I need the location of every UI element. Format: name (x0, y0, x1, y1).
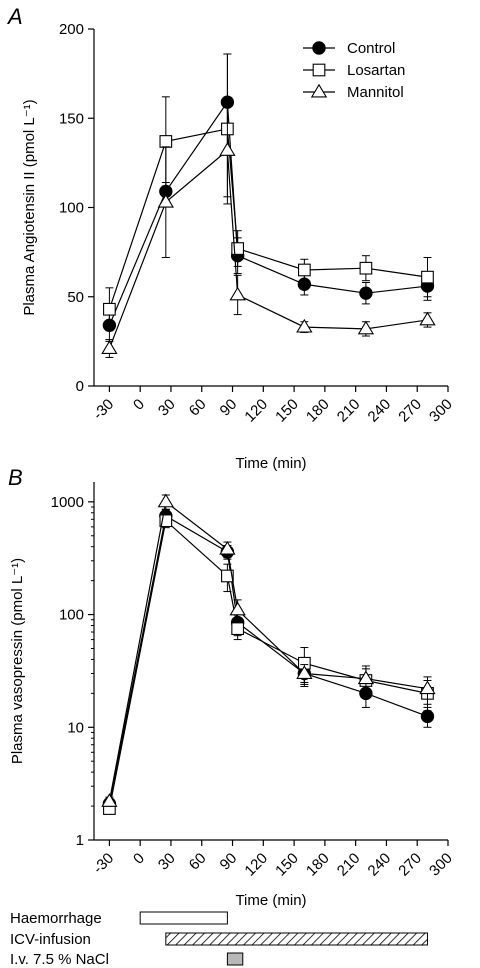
x-tick-label: 180 (303, 396, 333, 426)
y-tick-label: 10 (67, 719, 84, 736)
legend-label: Losartan (347, 62, 405, 79)
y-tick-label: 100 (59, 200, 84, 217)
x-tick-label: 120 (241, 396, 271, 426)
x-tick-label: 240 (365, 850, 395, 880)
x-axis-title: Time (min) (235, 892, 306, 909)
x-tick-label: 60 (186, 396, 210, 420)
x-tick-label: 210 (334, 850, 364, 880)
x-tick-label: 240 (365, 396, 395, 426)
x-tick-label: 90 (217, 396, 241, 420)
x-tick-label: 120 (241, 850, 271, 880)
data-point (357, 670, 375, 685)
y-tick-label: 1000 (51, 494, 84, 511)
data-point (296, 318, 313, 333)
protocol-bar (226, 952, 244, 966)
x-tick-label: 60 (186, 850, 210, 874)
data-point (103, 302, 116, 316)
data-point (357, 320, 375, 335)
legend-marker (312, 41, 326, 55)
x-tick-label: 300 (426, 850, 456, 880)
data-point (359, 261, 373, 275)
panel-letter: A (6, 4, 23, 29)
series-line (108, 519, 428, 809)
data-point (101, 793, 118, 807)
data-point (229, 601, 246, 616)
data-point (419, 311, 436, 326)
y-tick-label: 100 (59, 607, 84, 624)
x-tick-label: 180 (303, 850, 333, 880)
legend-marker (312, 63, 326, 77)
protocol-bar (139, 911, 228, 925)
protocol-bar (165, 932, 428, 946)
series-line (108, 100, 428, 326)
data-point (420, 709, 435, 724)
data-point (231, 622, 245, 635)
data-point (421, 270, 434, 284)
y-tick-label: 1 (76, 832, 84, 849)
y-tick-label: 0 (76, 378, 84, 395)
data-point (229, 286, 246, 301)
x-tick-label: 270 (395, 396, 425, 426)
legend-label: Mannitol (347, 84, 404, 101)
legend: Control Losartan Mannitol (303, 40, 405, 101)
series-line (108, 149, 428, 349)
legend-label: Control (347, 40, 395, 57)
x-tick-label: -30 (90, 396, 117, 423)
protocol-timeline: Haemorrhage ICV-infusion I.v. 7.5 % NaCl (10, 910, 428, 968)
data-point (219, 540, 236, 555)
protocol-label: ICV-infusion (10, 931, 91, 948)
data-point (157, 493, 174, 508)
series-line (108, 128, 428, 310)
data-point (157, 193, 174, 208)
x-tick-label: 30 (155, 396, 179, 420)
y-tick-label: 150 (59, 110, 84, 127)
x-tick-label: 210 (334, 396, 364, 426)
protocol-label: I.v. 7.5 % NaCl (10, 951, 109, 968)
protocol-label: Haemorrhage (10, 910, 102, 927)
series-line (108, 500, 428, 802)
x-tick-label: 90 (217, 850, 241, 874)
series-control (102, 508, 435, 811)
x-tick-label: 30 (155, 850, 179, 874)
series-line (108, 514, 428, 804)
y-tick-label: 50 (67, 289, 84, 306)
series-losartan (103, 514, 434, 815)
x-tick-label: 0 (130, 396, 148, 414)
series-mannitol (101, 493, 436, 807)
x-tick-label: 270 (395, 850, 425, 880)
data-point (419, 680, 436, 695)
x-tick-label: 150 (272, 396, 302, 426)
panel-letter: B (8, 465, 23, 490)
data-point (159, 135, 173, 148)
y-axis-title: Plasma vasopressin (pmol L⁻¹) (9, 558, 26, 764)
x-axis-title: Time (min) (235, 455, 306, 472)
panel-b: B 1 10 100 1000 -30 0 30 60 90 120 150 180 210 240 270 3… (8, 465, 456, 909)
data-point (297, 263, 311, 277)
series-mannitol (101, 103, 436, 358)
data-point (231, 242, 245, 255)
y-axis-title: Plasma Angiotensin II (pmol L⁻¹) (21, 99, 38, 315)
x-tick-label: 0 (130, 850, 148, 868)
legend-marker (310, 83, 328, 98)
data-point (219, 142, 236, 156)
x-tick-label: 150 (272, 850, 302, 880)
x-tick-label: 300 (426, 396, 456, 426)
data-point (159, 514, 173, 528)
data-point (101, 340, 118, 354)
y-tick-label: 200 (59, 21, 84, 38)
data-point (359, 286, 373, 300)
x-tick-label: -30 (90, 850, 117, 877)
data-point (296, 665, 313, 679)
data-point (221, 569, 234, 583)
